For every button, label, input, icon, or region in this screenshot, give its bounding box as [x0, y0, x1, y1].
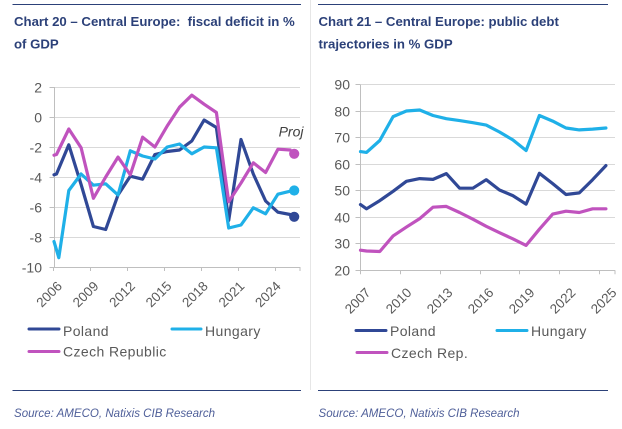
svg-text:2: 2	[34, 79, 42, 95]
svg-text:2006: 2006	[33, 278, 65, 310]
svg-text:Proj: Proj	[279, 124, 305, 140]
svg-text:90: 90	[334, 76, 350, 92]
svg-text:Source: AMECO, Natixis CIB Res: Source: AMECO, Natixis CIB Research	[14, 408, 215, 420]
svg-text:2016: 2016	[465, 285, 497, 317]
svg-text:2018: 2018	[179, 278, 211, 310]
svg-text:Poland: Poland	[63, 323, 109, 339]
svg-text:Poland: Poland	[390, 323, 436, 339]
svg-text:-6: -6	[30, 199, 43, 215]
svg-text:Hungary: Hungary	[205, 323, 261, 339]
svg-text:of GDP: of GDP	[14, 37, 59, 52]
svg-text:2013: 2013	[424, 285, 456, 317]
svg-text:2021: 2021	[216, 278, 248, 310]
svg-text:50: 50	[334, 182, 350, 198]
svg-text:2015: 2015	[143, 278, 175, 310]
svg-text:-10: -10	[22, 259, 42, 275]
svg-text:Source: AMECO, Natixis CIB Res: Source: AMECO, Natixis CIB Research	[319, 408, 520, 420]
svg-text:-4: -4	[30, 169, 43, 185]
svg-text:-2: -2	[30, 139, 43, 155]
svg-text:70: 70	[334, 129, 350, 145]
svg-text:2025: 2025	[588, 285, 620, 317]
svg-text:20: 20	[334, 262, 350, 278]
svg-text:2007: 2007	[342, 285, 374, 317]
svg-text:Chart 21 – Central Europe: pub: Chart 21 – Central Europe: public debt	[319, 14, 560, 29]
svg-text:2022: 2022	[547, 285, 579, 317]
svg-text:-8: -8	[30, 229, 43, 245]
svg-text:Czech Republic: Czech Republic	[63, 344, 167, 360]
svg-text:30: 30	[334, 235, 350, 251]
svg-text:Czech Rep.: Czech Rep.	[391, 345, 468, 361]
svg-text:2024: 2024	[252, 278, 284, 310]
svg-text:80: 80	[334, 103, 350, 119]
svg-text:2010: 2010	[383, 285, 415, 317]
svg-text:2009: 2009	[70, 278, 102, 310]
svg-text:trajectories in % GDP: trajectories in % GDP	[319, 37, 453, 52]
svg-text:Chart 20 – Central Europe: fi: Chart 20 – Central Europe: fiscal defici…	[14, 14, 295, 29]
svg-text:60: 60	[334, 156, 350, 172]
svg-text:0: 0	[34, 109, 42, 125]
svg-text:2012: 2012	[106, 278, 138, 310]
svg-text:2019: 2019	[506, 285, 538, 317]
svg-text:Hungary: Hungary	[531, 323, 587, 339]
svg-text:40: 40	[334, 209, 350, 225]
